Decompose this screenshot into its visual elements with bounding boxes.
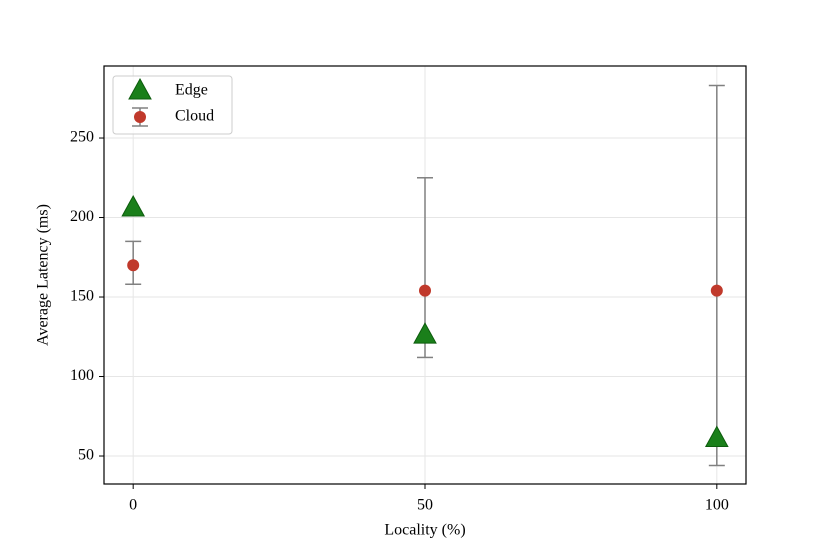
x-tick-label: 50 xyxy=(417,497,433,514)
legend-box xyxy=(112,75,233,135)
marker xyxy=(134,111,146,123)
marker xyxy=(128,77,152,100)
marker xyxy=(710,284,723,297)
plot-frame xyxy=(103,65,747,485)
x-tick-label: 100 xyxy=(705,497,729,514)
marker xyxy=(419,284,431,297)
y-tick-label: 150 xyxy=(70,288,94,305)
marker xyxy=(127,259,140,272)
marker xyxy=(413,322,437,344)
error-bar xyxy=(708,84,725,467)
y-tick-label: 200 xyxy=(70,208,94,225)
y-tick-label: 250 xyxy=(70,129,94,146)
legend-label: Edge xyxy=(175,82,208,99)
x-tick-label: 0 xyxy=(129,497,137,514)
marker xyxy=(121,194,146,217)
y-tick-label: 50 xyxy=(78,447,94,464)
legend-label: Cloud xyxy=(175,108,214,125)
y-axis-label: Average Latency (ms) xyxy=(35,204,52,346)
marker xyxy=(704,425,729,448)
x-axis-label: Locality (%) xyxy=(384,522,465,539)
y-tick-label: 100 xyxy=(70,367,94,384)
